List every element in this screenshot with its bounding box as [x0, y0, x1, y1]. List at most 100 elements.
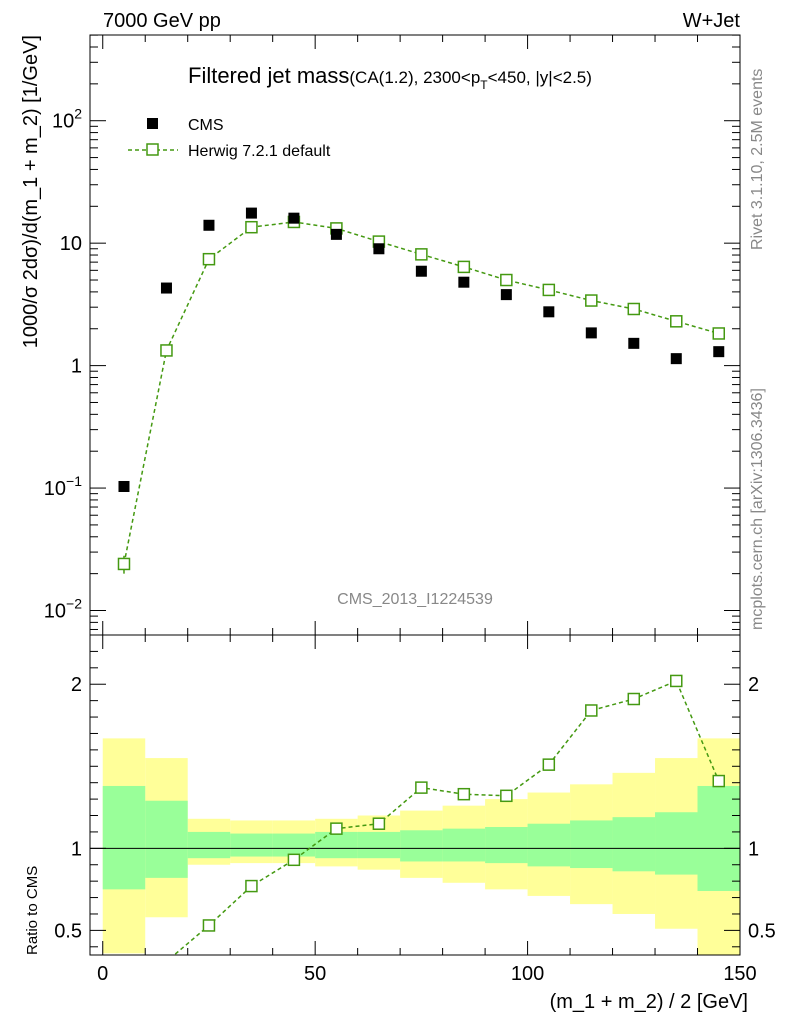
cms-point [288, 212, 300, 224]
ratio-band-green [315, 831, 358, 859]
mcplots-label: mcplots.cern.ch [arXiv:1306.3436] [749, 388, 766, 630]
y-tick-label-ratio-left: 1 [71, 838, 82, 860]
y-tick-label-base: 10 [60, 233, 82, 255]
cms-point [713, 346, 725, 358]
cms-point [543, 306, 555, 318]
ratio-herwig-point [670, 674, 683, 688]
ratio-plot-frame [89, 634, 741, 956]
y-tick-label-exp: −1 [66, 473, 82, 489]
herwig-point [415, 248, 428, 261]
y-tick-label-ratio-right: 1 [748, 838, 759, 860]
legend-herwig-label: Herwig 7.2.1 default [188, 143, 331, 160]
x-axis-label: (m_1 + m_2) / 2 [GeV] [550, 991, 748, 1013]
ratio-herwig-point [415, 781, 428, 794]
title-sub-sub: T [480, 78, 488, 92]
cms-point [245, 207, 257, 219]
herwig-point [117, 557, 131, 571]
ratio-band-green [145, 800, 188, 878]
header-right: W+Jet [683, 10, 741, 32]
y-tick-label-ratio-right: 2 [748, 674, 759, 696]
header-left: 7000 GeV pp [103, 10, 221, 32]
ratio-band-green [697, 785, 740, 891]
y-tick-label-main: 10−2 [44, 596, 82, 623]
y-tick-label-main: 102 [52, 106, 82, 133]
legend-cms-marker [147, 118, 158, 129]
ratio-herwig-point [500, 789, 513, 803]
cms-point [458, 276, 470, 288]
ratio-herwig-point [712, 774, 726, 788]
analysis-id: CMS_2013_I1224539 [337, 591, 493, 608]
herwig-point [160, 344, 173, 357]
herwig-point [712, 327, 726, 340]
y-tick-label-base: 1 [71, 356, 82, 378]
ratio-band-green [612, 817, 656, 872]
y-tick-label-base: 10 [44, 601, 66, 623]
cms-point [670, 353, 682, 365]
y-axis-label-main: 1000/σ 2dσ)/d(m_1 + m_2) [1/GeV] [20, 35, 42, 348]
title-sub-b: <450, |y|<2.5) [488, 68, 592, 87]
ratio-ticks: 0.5 0.5 1 1 2 2 0 50 100 150 [54, 635, 776, 985]
ratio-herwig-point [627, 692, 641, 706]
y-axis-label-ratio: Ratio to CMS [24, 866, 41, 955]
herwig-point [500, 273, 513, 287]
cms-point [628, 337, 640, 349]
herwig-point [585, 294, 598, 307]
ratio-band-green [272, 833, 316, 857]
cms-point [415, 265, 427, 277]
ratio-band-green [102, 785, 146, 890]
y-tick-label-exp: 2 [74, 106, 82, 122]
herwig-point [627, 302, 641, 316]
cms-point [203, 219, 215, 231]
ratio-herwig-point [457, 787, 471, 801]
legend-herwig-marker [146, 143, 159, 156]
ratio-band-green [357, 831, 401, 859]
y-tick-label-main: 10 [60, 233, 82, 255]
ratio-panel: 0.5 0.5 1 1 2 2 0 50 100 150 [54, 634, 776, 985]
ratio-herwig-point [245, 879, 258, 893]
ratio-band-green [400, 830, 443, 862]
x-tick-label: 100 [511, 963, 544, 985]
x-tick-label: 50 [304, 963, 326, 985]
ratio-band-green [527, 823, 571, 867]
legend-cms-label: CMS [188, 117, 224, 134]
cms-point [330, 228, 342, 240]
ratio-herwig-point [372, 817, 386, 830]
y-tick-label-base: 10 [52, 111, 74, 133]
y-tick-label-ratio-left: 0.5 [54, 920, 82, 942]
ratio-band-green [187, 831, 231, 859]
cms-point [373, 243, 385, 255]
y-tick-label-main: 1 [71, 356, 82, 378]
y-tick-label-ratio-left: 2 [71, 674, 82, 696]
ratio-band-green [570, 820, 613, 869]
y-tick-label-base: 10 [44, 478, 66, 500]
title-sub-a: (CA(1.2), 2300<p [349, 68, 480, 87]
herwig-point [457, 260, 471, 274]
herwig-point [542, 283, 556, 297]
chart-title: Filtered jet mass(CA(1.2), 2300<pT<450, … [188, 63, 592, 92]
x-tick-label: 150 [723, 963, 756, 985]
herwig-point [202, 252, 216, 266]
ratio-band-green [485, 827, 528, 864]
y-tick-label-main: 10−1 [44, 473, 82, 500]
cms-point [160, 282, 172, 294]
rivet-label: Rivet 3.1.10, 2.5M events [749, 69, 766, 250]
ratio-herwig-point [542, 758, 556, 771]
cms-point [585, 327, 597, 339]
herwig-point [670, 315, 683, 328]
ratio-herwig-point [585, 704, 598, 717]
ratio-herwig-series [173, 674, 726, 955]
cms-point [118, 480, 130, 492]
ratio-band-green [442, 828, 486, 862]
ratio-band-green [655, 812, 698, 875]
ratio-herwig-point [330, 822, 343, 835]
herwig-point [245, 220, 258, 234]
cms-point [500, 289, 512, 301]
y-tick-label-exp: −2 [66, 596, 82, 612]
legend: CMS Herwig 7.2.1 default [128, 117, 331, 160]
title-main: Filtered jet mass [188, 63, 349, 88]
ratio-band-green [230, 833, 273, 857]
y-tick-label-ratio-right: 0.5 [748, 920, 776, 942]
cms-series [118, 207, 725, 492]
